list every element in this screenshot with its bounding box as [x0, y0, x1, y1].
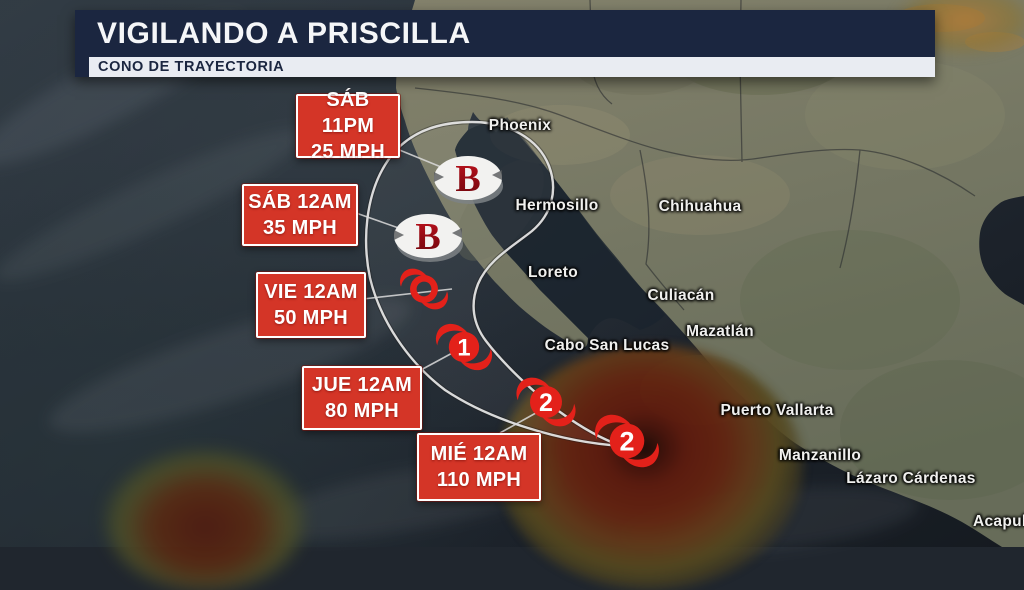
forecast-label-thu-12am: JUE 12AM 80 MPH: [302, 366, 422, 430]
forecast-label-wed-12am: MIÉ 12AM 110 MPH: [417, 433, 541, 501]
forecast-wind: 110 MPH: [436, 469, 522, 491]
gulf-of-california: [455, 118, 665, 338]
city-label-culiacan: Culiacán: [647, 287, 715, 304]
hurricane-icon-cat2: 2: [509, 373, 583, 431]
city-label-phoenix: Phoenix: [488, 117, 552, 134]
forecast-time: SÁB 11PM: [321, 89, 375, 137]
forecast-time: SÁB 12AM: [248, 191, 352, 213]
forecast-time: MIÉ 12AM: [430, 443, 528, 465]
category-number: 1: [457, 335, 470, 362]
remnant-low-symbol-sat12am: B: [394, 214, 463, 262]
category-number: 2: [539, 389, 553, 417]
hurricane-icon-cat1: 1: [429, 319, 499, 375]
city-label-hermosillo: Hermosillo: [515, 197, 599, 214]
banner-subtitle: CONO DE TRAYECTORIA: [89, 57, 935, 77]
city-label-manzanillo: Manzanillo: [778, 447, 862, 464]
city-label-lazaro-cardenas: Lázaro Cárdenas: [846, 470, 976, 487]
forecast-label-sat-11pm: SÁB 11PM 25 MPH: [296, 89, 400, 163]
city-label-acapulco: Acapulco: [973, 513, 1024, 530]
city-label-loreto: Loreto: [527, 264, 579, 281]
forecast-wind: 80 MPH: [324, 400, 400, 422]
category-number: 2: [619, 427, 634, 457]
forecast-time: VIE 12AM: [264, 281, 358, 303]
city-label-puerto-vallarta: Puerto Vallarta: [720, 402, 834, 419]
mainland-and-baja: [396, 0, 1024, 547]
hurricane-icon-current: 2: [587, 409, 667, 473]
leader-line: [418, 350, 457, 372]
city-label-chihuahua: Chihuahua: [658, 198, 742, 215]
forecast-wind: 35 MPH: [262, 217, 338, 239]
leader-line: [396, 148, 447, 170]
b-letter: B: [455, 158, 480, 200]
city-label-mazatlan: Mazatlán: [686, 323, 754, 340]
forecast-wind: 50 MPH: [273, 307, 349, 329]
program-title: VIGILANDO A PRISCILLA: [97, 17, 471, 50]
track-layer: B B 1 2 2: [355, 119, 667, 473]
title-banner: VIGILANDO A PRISCILLA CONO DE TRAYECTORI…: [75, 10, 935, 77]
city-label-cabo-san-lucas: Cabo San Lucas: [544, 337, 670, 354]
forecast-label-sat-12am: SÁB 12AM 35 MPH: [242, 184, 358, 246]
forecast-wind: 25 MPH: [310, 141, 386, 163]
forecast-time: JUE 12AM: [311, 374, 413, 396]
tropical-storm-icon: [393, 264, 455, 314]
forecast-label-fri-12am: VIE 12AM 50 MPH: [256, 272, 366, 338]
remnant-low-symbol-sat11pm: B: [434, 156, 503, 204]
b-letter: B: [415, 216, 440, 258]
